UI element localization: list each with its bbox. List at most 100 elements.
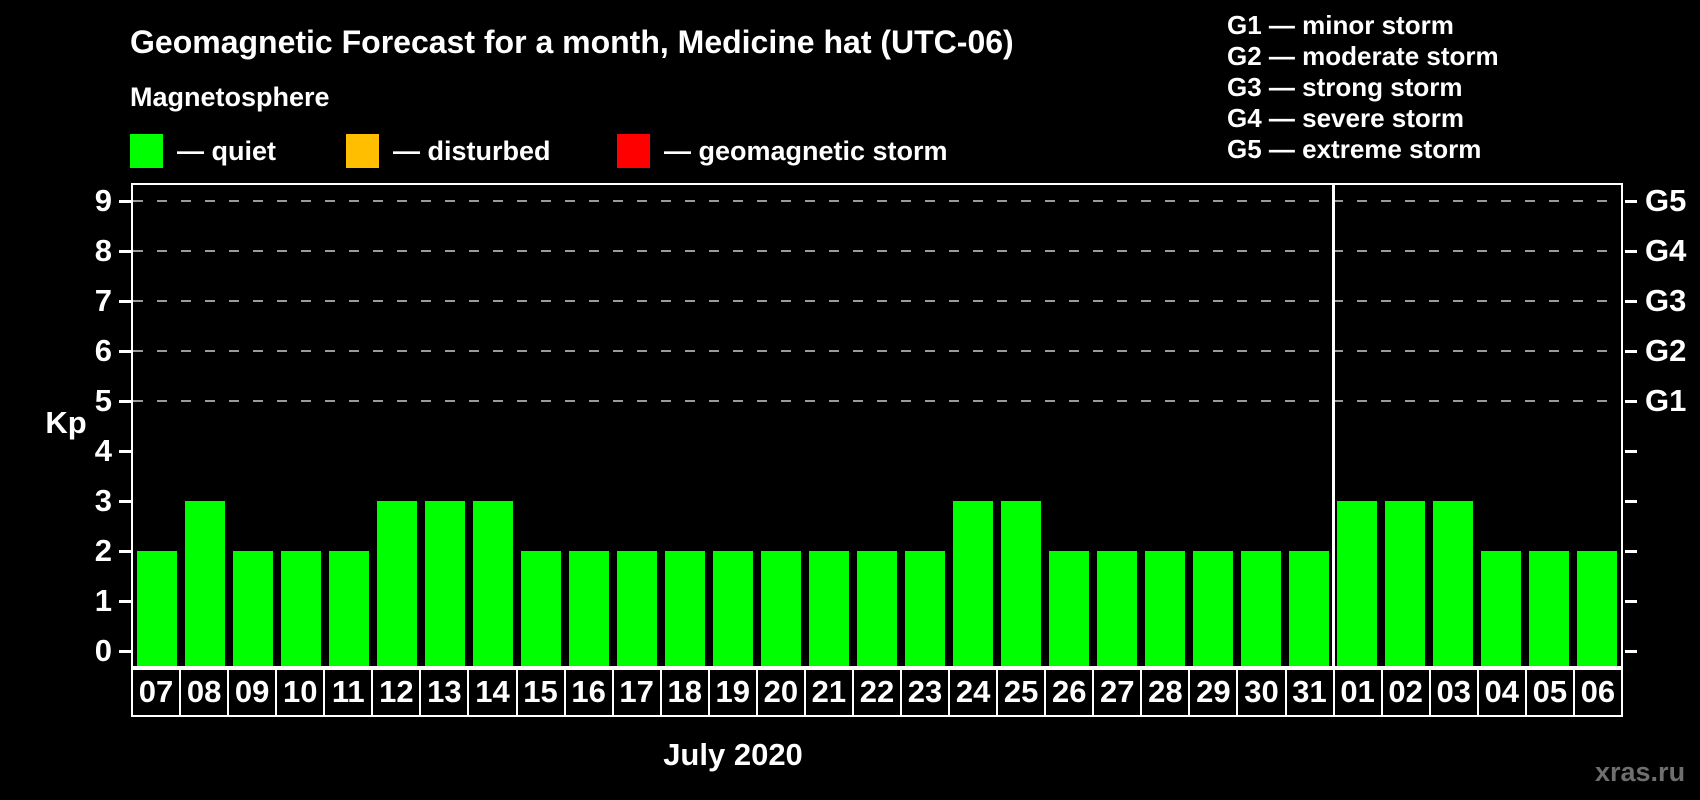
g-scale-label-g5: G5 xyxy=(1645,183,1687,218)
right-axis-tick-kp4 xyxy=(1625,450,1637,453)
geomagnetic-storm-color-swatch xyxy=(617,134,650,168)
day-label-08: 08 xyxy=(179,670,227,715)
g-scale-legend-row-g3: G3 — strong storm xyxy=(1227,72,1463,102)
plot-area xyxy=(131,183,1623,668)
kp-bar-day-31 xyxy=(1289,551,1329,666)
watermark: xras.ru xyxy=(1595,757,1686,787)
month-boundary-line xyxy=(1332,185,1335,666)
left-axis-tick-kp2 xyxy=(119,550,131,553)
right-axis-tick-kp0 xyxy=(1625,650,1637,653)
g-scale-label-g1: G1 xyxy=(1645,383,1687,418)
kp-bar-day-13 xyxy=(425,501,465,666)
x-axis-day-strip: 07 08 09 10 11 12 13 14 15 16 17 18 19 20 21 22 23 24 25 26… xyxy=(131,668,1623,717)
day-label-17: 17 xyxy=(611,670,660,715)
left-axis-tick-kp4 xyxy=(119,450,131,453)
left-axis-tick-kp0 xyxy=(119,650,131,653)
day-label-05: 05 xyxy=(1524,670,1573,715)
day-label-22: 22 xyxy=(851,670,900,715)
day-label-06: 06 xyxy=(1572,670,1621,715)
quiet-color-swatch xyxy=(130,134,163,168)
day-label-23: 23 xyxy=(900,670,948,715)
chart-title: Geomagnetic Forecast for a month, Medici… xyxy=(130,24,1014,60)
day-label-03: 03 xyxy=(1428,670,1477,715)
kp-bar-day-11 xyxy=(329,551,369,666)
day-label-25: 25 xyxy=(996,670,1044,715)
kp-bar-day-03 xyxy=(1433,501,1473,666)
y-tick-label-kp6: 6 xyxy=(94,333,112,368)
day-label-01: 01 xyxy=(1332,670,1381,715)
kp-bar-day-18 xyxy=(665,551,705,666)
y-tick-label-kp0: 0 xyxy=(94,633,112,668)
left-axis-tick-kp6 xyxy=(119,350,131,353)
day-label-28: 28 xyxy=(1140,670,1188,715)
day-label-14: 14 xyxy=(467,670,515,715)
g-scale-label-g2: G2 xyxy=(1645,333,1687,368)
kp-bar-day-08 xyxy=(185,501,225,666)
kp-bar-day-01 xyxy=(1337,501,1377,666)
day-label-15: 15 xyxy=(515,670,564,715)
right-axis-tick-kp2 xyxy=(1625,550,1637,553)
legend-item-geomagnetic-storm: — geomagnetic storm xyxy=(617,133,948,169)
kp-bar-day-12 xyxy=(377,501,417,666)
right-axis-tick-kp1 xyxy=(1625,600,1637,603)
g-scale-legend-row-g2: G2 — moderate storm xyxy=(1227,41,1499,71)
day-label-18: 18 xyxy=(659,670,708,715)
y-tick-label-kp5: 5 xyxy=(94,383,112,418)
kp-bar-day-05 xyxy=(1529,551,1569,666)
day-label-07: 07 xyxy=(138,674,174,709)
day-label-13: 13 xyxy=(419,670,467,715)
left-axis-tick-kp5 xyxy=(119,400,131,403)
kp-bar-day-02 xyxy=(1385,501,1425,666)
kp-bar-day-22 xyxy=(857,551,897,666)
kp-bar-day-23 xyxy=(905,551,945,666)
legend-item-label: — quiet xyxy=(177,135,276,166)
day-label-16: 16 xyxy=(563,670,612,715)
y-tick-label-kp7: 7 xyxy=(94,283,112,318)
gridline-kp5 xyxy=(133,400,1621,402)
right-axis-tick-kp8 xyxy=(1625,250,1637,253)
kp-bar-day-26 xyxy=(1049,551,1089,666)
gridline-kp6 xyxy=(133,350,1621,352)
left-axis-tick-kp7 xyxy=(119,300,131,303)
day-label-20: 20 xyxy=(755,670,804,715)
x-axis-title: July 2020 xyxy=(663,737,803,772)
y-tick-label-kp1: 1 xyxy=(94,583,112,618)
magnetosphere-legend-heading: Magnetosphere xyxy=(130,82,330,112)
legend-item-label: — disturbed xyxy=(393,135,551,166)
kp-bar-day-17 xyxy=(617,551,657,666)
day-label-02: 02 xyxy=(1380,670,1429,715)
day-label-19: 19 xyxy=(707,670,756,715)
right-axis-tick-kp3 xyxy=(1625,500,1637,503)
kp-bar-day-16 xyxy=(569,551,609,666)
legend-item-quiet: — quiet xyxy=(130,133,276,169)
gridline-kp9 xyxy=(133,200,1621,202)
day-label-12: 12 xyxy=(371,670,419,715)
left-axis-tick-kp9 xyxy=(119,200,131,203)
day-label-26: 26 xyxy=(1044,670,1092,715)
legend-item-disturbed: — disturbed xyxy=(346,133,551,169)
day-label-09: 09 xyxy=(227,670,275,715)
day-label-21: 21 xyxy=(803,670,852,715)
day-label-04: 04 xyxy=(1476,670,1525,715)
day-label-27: 27 xyxy=(1092,670,1140,715)
g-scale-legend: G1 — minor storm G2 — moderate storm G3 … xyxy=(1227,10,1499,165)
g-scale-legend-row-g5: G5 — extreme storm xyxy=(1227,134,1482,164)
day-label-29: 29 xyxy=(1188,670,1236,715)
kp-bar-day-10 xyxy=(281,551,321,666)
g-scale-legend-row-g4: G4 — severe storm xyxy=(1227,103,1465,133)
kp-bar-day-27 xyxy=(1097,551,1137,666)
day-label-10: 10 xyxy=(275,670,323,715)
kp-bar-day-21 xyxy=(809,551,849,666)
right-axis-tick-kp6 xyxy=(1625,350,1637,353)
disturbed-color-swatch xyxy=(346,134,379,168)
legend-item-label: — geomagnetic storm xyxy=(664,135,948,166)
left-axis-tick-kp8 xyxy=(119,250,131,253)
gridline-kp8 xyxy=(133,250,1621,252)
kp-bar-day-14 xyxy=(473,501,513,666)
kp-bar-day-06 xyxy=(1577,551,1617,666)
kp-bar-day-19 xyxy=(713,551,753,666)
kp-bar-day-09 xyxy=(233,551,273,666)
y-tick-label-kp8: 8 xyxy=(94,233,112,268)
y-tick-label-kp4: 4 xyxy=(94,433,112,468)
